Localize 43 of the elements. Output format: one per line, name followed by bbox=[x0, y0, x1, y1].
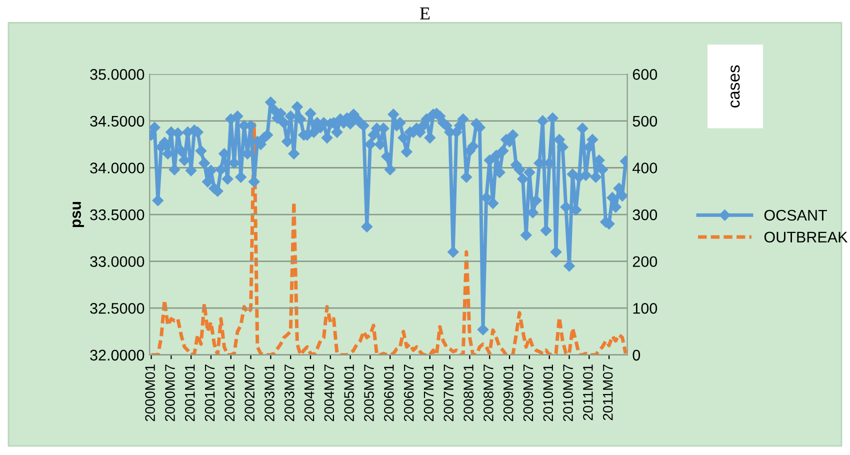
y-tick-label: 33.5000 bbox=[90, 209, 144, 220]
x-tick-label: 2004M07 bbox=[324, 364, 334, 422]
y2-tick-label: 400 bbox=[632, 162, 658, 174]
y-tick-label: 32.0000 bbox=[90, 350, 144, 361]
y2-tick-label: 100 bbox=[633, 302, 658, 314]
x-tick-label: 2010M07 bbox=[563, 364, 573, 422]
y2-tick-label: 0 bbox=[632, 350, 640, 361]
x-tick-label: 2008M01 bbox=[464, 364, 474, 422]
x-tick-label: 2005M07 bbox=[364, 364, 374, 422]
x-tick-label: 2008M07 bbox=[484, 364, 494, 422]
y-tick-label: 34.0000 bbox=[90, 162, 144, 174]
x-tick-label: 2003M01 bbox=[264, 364, 274, 422]
y2-tick-label: 200 bbox=[632, 256, 658, 268]
y2-tick-label: 300 bbox=[632, 209, 658, 220]
y-tick-label: 32.5000 bbox=[90, 302, 144, 314]
x-tick-label: 2001M01 bbox=[184, 364, 195, 422]
y2-tick-label: 600 bbox=[632, 69, 658, 80]
x-tick-label: 2006M07 bbox=[404, 364, 414, 422]
x-tick-label: 2000M01 bbox=[145, 364, 155, 422]
x-tick-label: 2001M07 bbox=[204, 364, 215, 422]
y-tick-label: 34.5000 bbox=[90, 116, 144, 127]
x-tick-label: 2005M01 bbox=[344, 364, 354, 422]
x-tick-label: 2007M07 bbox=[444, 364, 454, 422]
x-tick-label: 2002M01 bbox=[224, 364, 235, 422]
x-tick-label: 2010M01 bbox=[543, 364, 554, 422]
x-tick-label: 2009M01 bbox=[503, 364, 514, 422]
x-tick-label: 2011M01 bbox=[583, 364, 593, 420]
legend-label: OUTBREAK bbox=[764, 232, 848, 243]
y2-axis-title: cases bbox=[730, 65, 740, 108]
x-tick-label: 2006M01 bbox=[384, 364, 394, 422]
x-tick-label: 2009M07 bbox=[523, 364, 534, 422]
x-tick-label: 2011M07 bbox=[602, 364, 613, 420]
x-tick-label: 2003M07 bbox=[284, 364, 294, 422]
x-tick-label: 2002M07 bbox=[244, 364, 255, 422]
x-tick-label: 2004M01 bbox=[304, 364, 314, 422]
x-tick-label: 2000M07 bbox=[165, 364, 175, 422]
legend-label: OCSANT bbox=[764, 210, 828, 221]
y-tick-label: 35.0000 bbox=[90, 69, 144, 80]
y-tick-label: 33.0000 bbox=[90, 256, 144, 268]
x-tick-label: 2007M01 bbox=[424, 364, 434, 422]
y-axis-title: psu bbox=[72, 202, 84, 228]
y2-tick-label: 500 bbox=[632, 116, 658, 127]
chart-title: E bbox=[420, 8, 430, 20]
